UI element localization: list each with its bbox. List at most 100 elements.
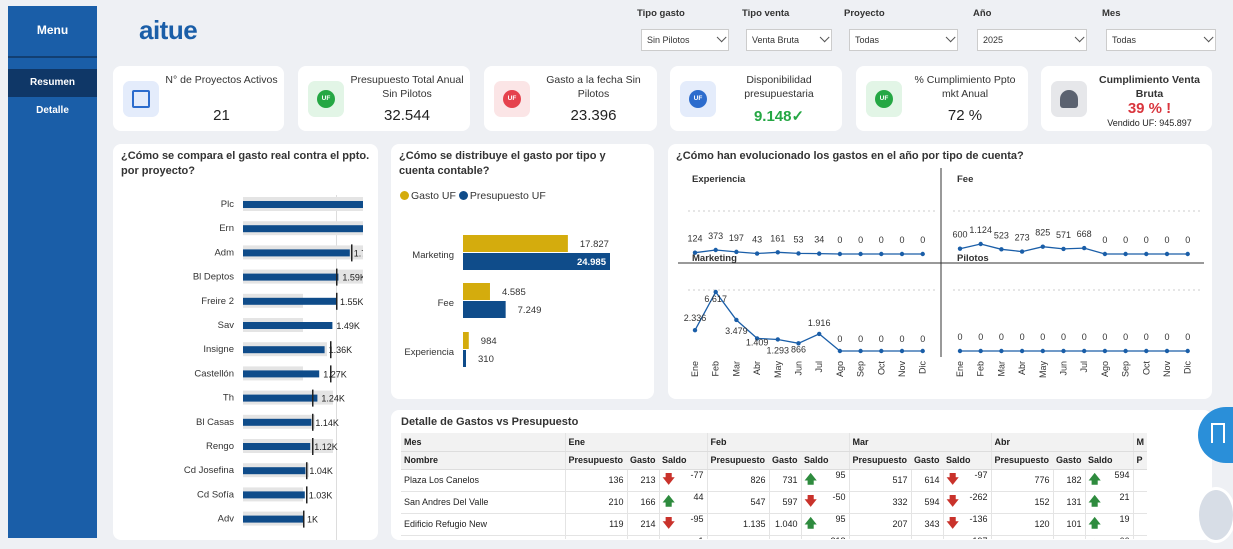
presupuesto-bar[interactable] xyxy=(463,253,610,270)
gasto-bar[interactable] xyxy=(463,283,490,300)
gasto-bar[interactable] xyxy=(463,235,568,252)
data-point[interactable] xyxy=(1082,245,1087,251)
data-point[interactable] xyxy=(1164,348,1170,354)
filter-mes: Mes Todas xyxy=(1102,8,1216,51)
kpi-title: Cumplimiento Venta Bruta xyxy=(1099,74,1200,100)
data-point[interactable] xyxy=(879,348,884,354)
value-bar xyxy=(243,249,350,257)
filter-select[interactable]: Venta Bruta xyxy=(746,29,832,51)
bar-row[interactable]: Bl Deptos 1.59K xyxy=(193,268,363,286)
filter-select[interactable]: Todas xyxy=(849,29,958,51)
data-point[interactable] xyxy=(1061,348,1066,354)
nav-item-resumen[interactable]: Resumen xyxy=(8,69,97,97)
arrow-up-icon: 🡅 xyxy=(1088,515,1101,530)
bar-row[interactable]: Plc2.53K xyxy=(221,196,363,213)
bar-row[interactable]: Ern2.3K xyxy=(219,220,363,237)
table-row[interactable]: Edificio Refugio New 119 214 🡇 -95 1.135 1.040… xyxy=(401,513,1147,536)
menu-title[interactable]: Menu xyxy=(36,23,69,37)
data-point[interactable] xyxy=(1019,249,1025,254)
cell-value: 95 xyxy=(835,513,846,524)
data-point[interactable] xyxy=(1061,246,1066,252)
filter-label: Año xyxy=(973,8,992,19)
data-point[interactable] xyxy=(920,251,925,257)
data-point[interactable] xyxy=(858,348,863,354)
bar-row[interactable]: Insigne 1.36K xyxy=(203,341,352,359)
data-point[interactable] xyxy=(796,341,801,346)
target-marker xyxy=(336,268,338,286)
data-point[interactable] xyxy=(957,348,963,354)
bar-row[interactable]: Castellón 1.27K xyxy=(194,365,347,383)
assistant-avatar[interactable] xyxy=(1196,487,1233,543)
bar-row[interactable]: Cd Josefina 1.04K xyxy=(184,462,333,480)
scrollbar[interactable] xyxy=(336,195,337,540)
table-row[interactable]: Plaza Los Canelos 136 213 🡇 -77 826 731 🡅 95 517 6… xyxy=(401,469,1147,492)
bar-row[interactable]: Adm 1.78K xyxy=(214,244,363,262)
presupuesto-bar[interactable] xyxy=(463,301,506,318)
filter-select[interactable]: Sin Pilotos xyxy=(641,29,729,51)
data-point[interactable] xyxy=(817,251,822,256)
data-point[interactable] xyxy=(899,348,905,354)
bar-row[interactable]: Sav 1.49K xyxy=(218,317,363,334)
data-point[interactable] xyxy=(1123,251,1128,257)
filter-select[interactable]: 2025 xyxy=(977,29,1087,51)
data-point[interactable] xyxy=(899,251,905,257)
data-point[interactable] xyxy=(999,247,1004,252)
filter-value: 2025 xyxy=(983,35,1004,45)
data-point[interactable] xyxy=(754,251,760,256)
data-point[interactable] xyxy=(734,249,739,255)
data-point[interactable] xyxy=(837,348,843,354)
table-row[interactable]: San Andres Del Valle 210 166 🡅 44 547 597 🡇 -50 3… xyxy=(401,491,1147,514)
category-label: Castellón xyxy=(194,368,234,379)
data-point[interactable] xyxy=(957,246,963,251)
month-tick: Feb xyxy=(711,361,721,377)
data-point[interactable] xyxy=(713,289,718,295)
data-point[interactable] xyxy=(1102,348,1108,354)
bar-row[interactable]: Cd Sofía 1.03K xyxy=(197,486,332,504)
data-point[interactable] xyxy=(1040,348,1045,354)
presupuesto-bar[interactable] xyxy=(463,350,466,367)
data-point[interactable] xyxy=(1102,251,1108,257)
data-point[interactable] xyxy=(1185,251,1190,257)
point-label: 0 xyxy=(920,235,925,245)
bar-row[interactable]: Th 1.24K xyxy=(223,389,345,407)
bar-row[interactable]: Adv 1K xyxy=(218,510,318,528)
data-point[interactable] xyxy=(978,348,983,354)
bar-row[interactable]: Freire 2 1.55K xyxy=(201,292,363,310)
bar-row[interactable]: Rengo 1.12K xyxy=(206,438,338,455)
data-point[interactable] xyxy=(775,250,780,255)
data-point[interactable] xyxy=(817,331,822,337)
data-point[interactable] xyxy=(754,336,760,341)
data-point[interactable] xyxy=(1019,348,1025,354)
data-point[interactable] xyxy=(713,247,718,253)
data-point[interactable] xyxy=(837,251,843,257)
row-name: San Andres Del Valle xyxy=(401,491,565,514)
point-label: 0 xyxy=(879,334,884,344)
data-point[interactable] xyxy=(999,348,1004,354)
data-point[interactable] xyxy=(858,251,863,257)
data-point[interactable] xyxy=(692,250,698,255)
data-point[interactable] xyxy=(1185,348,1190,354)
data-point[interactable] xyxy=(879,251,884,257)
data-point[interactable] xyxy=(692,327,698,333)
edit-icon xyxy=(123,81,159,117)
table-row[interactable]: Aires de Machalí223222🡅1824606🡅218177374… xyxy=(401,535,1147,539)
month-header: Mar xyxy=(848,433,991,452)
point-label: 53 xyxy=(793,234,803,244)
point-label: 0 xyxy=(1082,332,1087,342)
data-point[interactable] xyxy=(775,337,780,342)
data-point[interactable] xyxy=(1164,251,1170,257)
data-point[interactable] xyxy=(796,251,801,256)
gasto-bar[interactable] xyxy=(463,332,469,349)
data-point[interactable] xyxy=(1123,348,1128,354)
data-point[interactable] xyxy=(734,317,739,323)
data-point[interactable] xyxy=(1144,251,1149,257)
data-point[interactable] xyxy=(1144,348,1149,354)
filter-label: Mes xyxy=(1102,8,1121,19)
bar-row[interactable]: Bl Casas 1.14K xyxy=(196,413,339,431)
nav-item-detalle[interactable]: Detalle xyxy=(36,105,69,116)
data-point[interactable] xyxy=(978,241,983,247)
filter-select[interactable]: Todas xyxy=(1106,29,1216,51)
data-point[interactable] xyxy=(920,348,925,354)
data-point[interactable] xyxy=(1082,348,1087,354)
data-point[interactable] xyxy=(1040,244,1045,249)
